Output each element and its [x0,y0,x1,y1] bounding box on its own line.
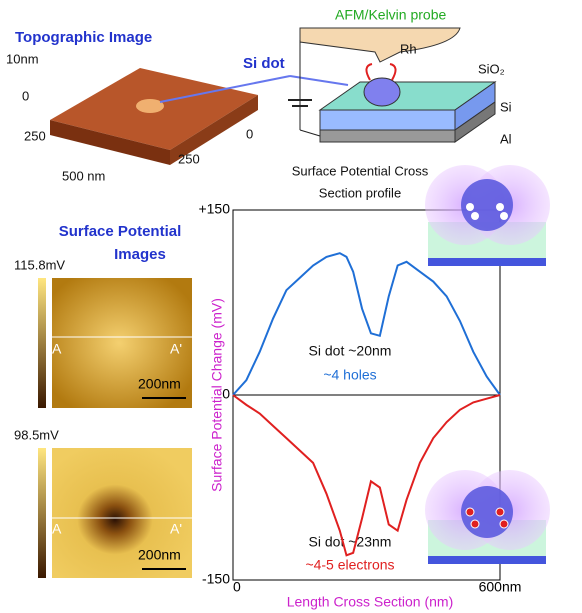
x-tick-label: 0 [233,579,241,595]
a-label: A [52,341,62,357]
electron [496,508,504,516]
annotation: Si dot ~20nm [309,343,392,359]
colorbar-max: 115.8mV [14,257,65,272]
a-label: A' [170,341,182,357]
topo-dot [136,99,164,113]
annotation: Si dot ~23nm [309,534,392,550]
electron [466,508,474,516]
topo-label: 0 [246,126,253,141]
x-axis-label: Length Cross Section (nm) [287,594,454,610]
electron [471,520,479,528]
y-tick-label: -150 [202,571,230,587]
sio2-label: SiO₂ [478,61,505,76]
hole [466,203,474,211]
electron-schematic [425,470,550,564]
chart-title: Surface Potential Cross [292,163,429,178]
a-label: A' [170,521,182,537]
hole-schematic [425,165,550,266]
topo-label: 250 [24,128,46,143]
y-tick-label: 0 [222,386,230,402]
scale-label: 200nm [138,547,181,563]
layer [428,258,546,266]
y-tick-label: +150 [198,201,230,217]
electron [500,520,508,528]
topo-label: 500 nm [62,168,105,183]
sp-title: Surface Potential [59,223,182,240]
x-tick-label: 600nm [479,579,522,595]
al-label: Al [500,131,512,146]
sp-title: Images [114,246,166,263]
annotation: ~4 holes [323,367,376,383]
colorbar-max: 98.5mV [14,427,59,442]
a-label: A [52,521,62,537]
hole [500,212,508,220]
topo-title: Topographic Image [15,29,152,46]
topo-label: 250 [178,151,200,166]
wire [300,130,320,136]
si-label: Si [500,99,512,114]
chart-title: Section profile [319,185,401,200]
scale-label: 200nm [138,376,181,392]
probe [300,28,460,62]
si-dot-label: Si dot [243,55,285,72]
si-layer [320,110,455,130]
figure: Topographic Image 10nm 0 250 0 250 500 n… [0,0,582,613]
annotation: ~4-5 electrons [305,557,394,573]
colorbar [38,278,46,408]
hole [471,212,479,220]
topo-label: 0 [22,88,29,103]
hole [496,203,504,211]
probe-label: AFM/Kelvin probe [335,7,446,23]
layer [428,556,546,564]
rh-label: Rh [400,41,417,56]
si-dot [364,78,400,106]
arrow [290,76,348,85]
al-layer [320,130,455,142]
topo-label: 10nm [6,51,39,66]
colorbar [38,448,46,578]
